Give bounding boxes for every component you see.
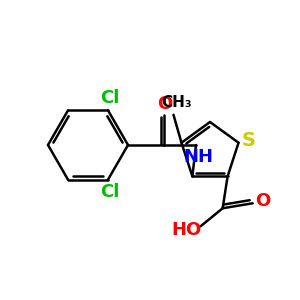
Text: O: O	[255, 192, 270, 210]
Text: Cl: Cl	[100, 89, 120, 107]
Text: CH₃: CH₃	[161, 95, 192, 110]
Text: NH: NH	[183, 148, 213, 166]
Text: S: S	[242, 131, 256, 150]
Text: Cl: Cl	[100, 183, 120, 201]
Text: HO: HO	[172, 221, 202, 239]
Text: O: O	[158, 95, 172, 113]
